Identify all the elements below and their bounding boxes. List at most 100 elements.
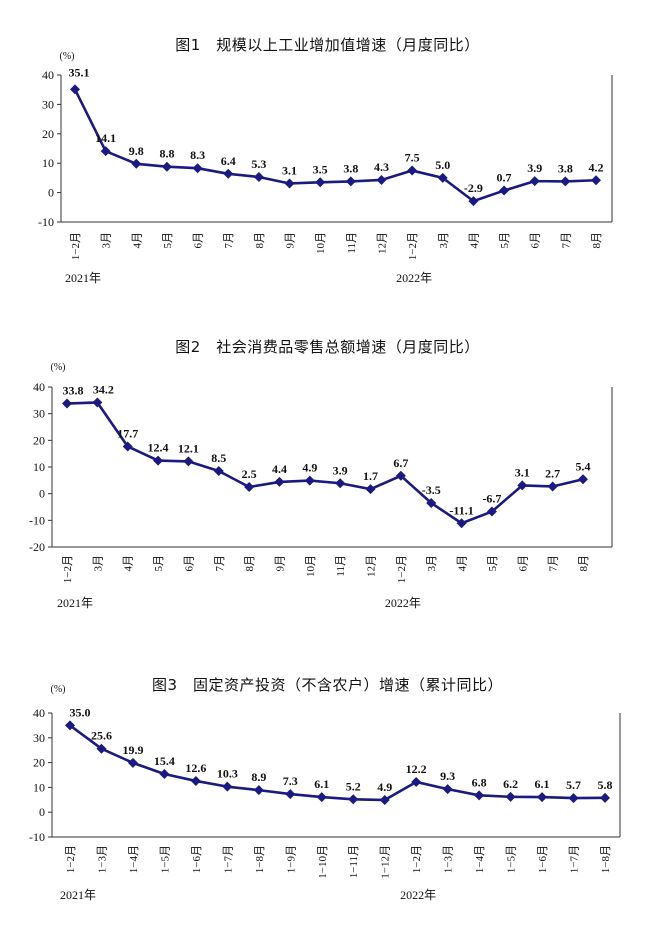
data-point-marker [591, 175, 601, 186]
x-tick-label: 4月 [123, 555, 135, 572]
data-label: 12.4 [148, 441, 169, 455]
data-label: 12.6 [185, 761, 206, 775]
data-point-marker [499, 185, 510, 196]
data-point-marker [304, 475, 315, 486]
y-tick-label: 0 [39, 805, 45, 819]
data-label: 6.8 [472, 775, 487, 789]
x-tick-label: 5月 [153, 555, 165, 572]
data-label: 19.9 [122, 743, 143, 757]
y-tick-label: 30 [42, 97, 54, 111]
y-tick-label: 30 [33, 407, 45, 421]
data-point-marker [411, 776, 422, 787]
y-tick-label: 20 [42, 127, 54, 141]
data-label: 0.7 [497, 171, 512, 185]
data-point-marker [62, 398, 72, 409]
data-label: 6.4 [221, 154, 236, 168]
data-label: 17.7 [117, 426, 138, 440]
x-tick-label: 1−2月 [411, 845, 423, 873]
y-tick-label: 10 [33, 460, 45, 474]
data-point-marker [253, 172, 264, 183]
data-point-marker [223, 168, 234, 179]
x-tick-label: 7月 [548, 555, 560, 572]
data-point-marker [568, 793, 579, 804]
data-point-marker [65, 720, 75, 731]
x-tick-label: 1−8月 [600, 845, 612, 873]
data-point-marker [517, 480, 528, 491]
data-label: 4.9 [377, 780, 392, 794]
data-label: 5.3 [251, 157, 266, 171]
x-tick-label: 1−9月 [285, 845, 297, 873]
data-label: 5.0 [435, 158, 450, 172]
data-point-marker [131, 158, 142, 169]
data-label: 2.5 [242, 467, 257, 481]
x-tick-label: 3月 [426, 555, 438, 572]
data-point-marker [153, 455, 164, 466]
data-point-marker [600, 792, 610, 803]
x-tick-label: 12月 [376, 232, 388, 254]
year-label: 2022年 [396, 271, 432, 285]
data-label: 8.9 [251, 770, 266, 784]
data-point-marker [274, 476, 285, 487]
data-point-marker [348, 794, 359, 805]
data-point-marker [127, 757, 138, 768]
x-tick-label: 1−10月 [317, 845, 329, 879]
data-label: 4.3 [374, 160, 389, 174]
data-point-marker [365, 484, 376, 495]
data-label: -11.1 [449, 503, 473, 517]
x-tick-label: 3月 [101, 232, 113, 249]
data-point-marker [474, 790, 485, 801]
x-tick-label: 1−2月 [70, 232, 82, 260]
data-label: 33.8 [63, 384, 84, 398]
data-label: 3.9 [333, 463, 348, 477]
x-tick-label: 11月 [335, 555, 347, 577]
data-label: -2.9 [464, 181, 483, 195]
x-tick-label: 6月 [517, 555, 529, 572]
chart-3-title: 图3 固定资产投资（不含农户）增速（累计同比） [151, 676, 504, 694]
data-label: 6.1 [314, 777, 329, 791]
year-label: 2021年 [57, 596, 93, 610]
x-tick-label: 1−6月 [191, 845, 203, 873]
y-tick-label: 20 [33, 756, 45, 770]
data-point-marker [456, 518, 467, 529]
y-tick-label: 20 [33, 433, 45, 447]
x-tick-label: 1−8月 [254, 845, 266, 873]
y-tick-label: -20 [29, 540, 45, 554]
year-label: 2021年 [60, 888, 96, 902]
data-label: 6.2 [503, 777, 518, 791]
y-tick-label: 30 [33, 731, 45, 745]
data-point-marker [122, 441, 133, 452]
x-tick-label: 4月 [457, 555, 469, 572]
data-label: 3.8 [343, 161, 358, 175]
x-tick-label: 8月 [244, 555, 256, 572]
data-point-marker [529, 176, 540, 187]
x-tick-label: 7月 [223, 232, 235, 249]
y-tick-label: 0 [48, 186, 54, 200]
data-point-marker [159, 769, 170, 780]
data-label: 6.1 [535, 777, 550, 791]
x-tick-label: 7月 [560, 232, 572, 249]
data-label: 3.9 [527, 161, 542, 175]
data-point-marker [92, 397, 103, 408]
data-label: 4.4 [272, 462, 287, 476]
data-label: 14.1 [95, 131, 116, 145]
x-tick-label: 10月 [315, 232, 327, 254]
data-point-marker [505, 791, 516, 802]
data-point-marker [486, 506, 497, 517]
chart-1-svg: 40 30 20 10 0 -10 (%) 1−2月 3月 4月 5月 6月 7月 8月 9月 10月 11月 1… [38, 51, 613, 285]
x-tick-label: 1−2月 [407, 232, 419, 260]
data-point-marker [70, 84, 80, 95]
data-label: 35.1 [69, 65, 90, 79]
data-label: 9.3 [440, 769, 455, 783]
data-point-marker [253, 785, 264, 796]
data-label: 5.2 [346, 779, 361, 793]
data-label: 34.2 [93, 382, 114, 396]
x-tick-label: 8月 [578, 555, 590, 572]
data-point-marker [183, 456, 194, 467]
data-point-marker [578, 474, 588, 485]
data-point-marker [560, 176, 571, 187]
data-point-marker [407, 165, 418, 176]
x-tick-label: 10月 [305, 555, 317, 577]
chart-2-svg: 40 30 20 10 0 -10 -20 (%) 1−2月 3月 4月 5月 6月 7月 8月 9月 10月 1… [29, 362, 613, 610]
data-point-marker [161, 161, 172, 172]
x-tick-label: 1−5月 [506, 845, 518, 873]
